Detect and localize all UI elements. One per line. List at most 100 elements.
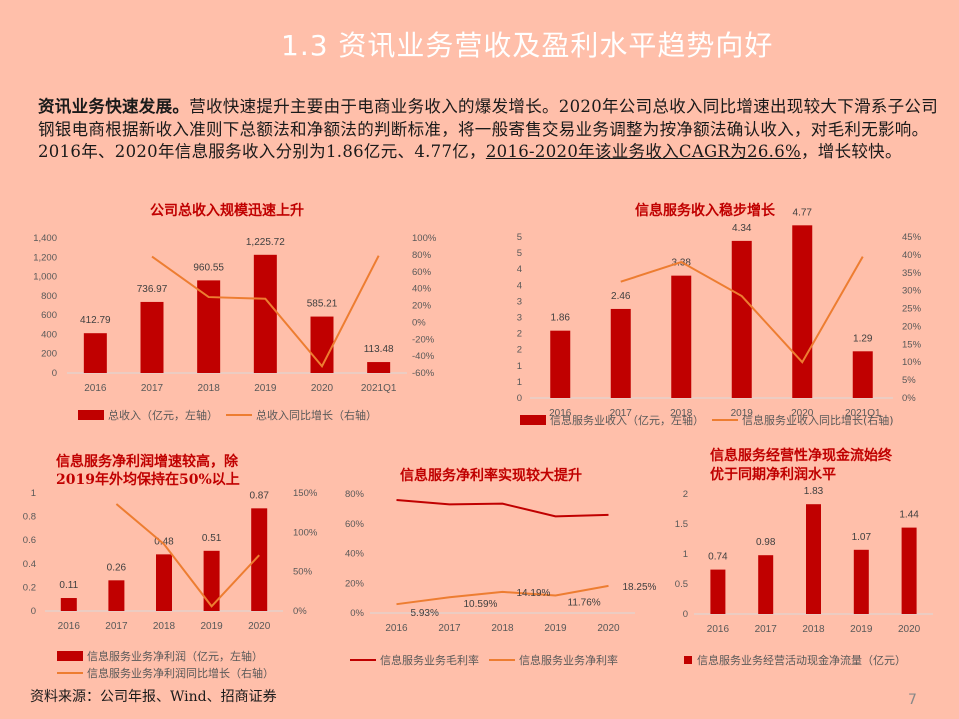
svg-text:1.29: 1.29 [853, 333, 873, 344]
svg-text:5.93%: 5.93% [411, 608, 439, 619]
svg-text:30%: 30% [902, 286, 922, 297]
legend-label: 总收入（亿元，左轴） [108, 409, 218, 422]
title-line: 2019年外均保持在50%以上 [56, 472, 240, 488]
chart5-legend: 信息服务业务经营活动现金净流量（亿元） [684, 652, 906, 668]
svg-text:113.48: 113.48 [364, 344, 394, 355]
svg-text:3: 3 [517, 313, 522, 324]
svg-text:2017: 2017 [610, 408, 633, 419]
svg-text:2020: 2020 [311, 383, 334, 394]
bar [550, 330, 571, 398]
svg-text:1,200: 1,200 [33, 252, 57, 263]
svg-text:0.6: 0.6 [23, 535, 36, 546]
svg-text:0: 0 [31, 606, 36, 617]
svg-text:10.59%: 10.59% [464, 599, 498, 610]
svg-text:0.26: 0.26 [107, 562, 127, 573]
svg-text:100%: 100% [293, 527, 318, 538]
svg-text:0.51: 0.51 [202, 533, 222, 544]
svg-text:2017: 2017 [438, 623, 461, 634]
svg-text:2018: 2018 [491, 623, 514, 634]
bar [367, 362, 391, 373]
svg-text:0.5: 0.5 [675, 579, 688, 590]
line-series [151, 255, 380, 369]
chart2-title: 信息服务收入稳步增长 [635, 203, 775, 219]
chart1-legend: 总收入（亿元，左轴） 总收入同比增长（右轴） [78, 407, 377, 423]
svg-text:2018: 2018 [198, 383, 221, 394]
chart3-title: 信息服务净利润增速较高，除 2019年外均保持在50%以上 [56, 453, 240, 489]
page-number: 7 [908, 692, 917, 708]
svg-text:2016: 2016 [58, 621, 81, 632]
svg-text:2016: 2016 [707, 624, 730, 635]
legend-bar-swatch [520, 415, 546, 425]
bar [197, 280, 221, 373]
svg-text:2017: 2017 [141, 383, 164, 394]
svg-text:2021Q1: 2021Q1 [845, 408, 881, 419]
svg-text:40%: 40% [412, 284, 432, 295]
bar [852, 351, 873, 398]
legend-bar-swatch [57, 651, 83, 661]
line-series [620, 256, 864, 364]
chart5-title: 信息服务经营性净现金流始终 优于同期净利润水平 [710, 447, 892, 485]
svg-text:50%: 50% [293, 567, 313, 578]
bar [156, 554, 172, 611]
svg-text:1.83: 1.83 [804, 486, 824, 497]
svg-text:0.4: 0.4 [23, 559, 36, 570]
svg-text:2: 2 [517, 345, 522, 356]
svg-text:80%: 80% [345, 489, 365, 500]
source-note: 资料来源：公司年报、Wind、招商证券 [30, 689, 277, 705]
svg-text:1: 1 [31, 488, 36, 499]
chart4-title: 信息服务净利率实现较大提升 [400, 468, 582, 484]
legend-line-swatch [350, 659, 376, 661]
slide-title: 1.3 资讯业务营收及盈利水平趋势向好 [281, 29, 774, 62]
title-line: 信息服务经营性净现金流始终 [710, 448, 892, 464]
svg-text:1.07: 1.07 [852, 532, 872, 543]
svg-text:-60%: -60% [412, 368, 435, 379]
legend-label: 总收入同比增长（右轴） [256, 409, 377, 422]
svg-text:736.97: 736.97 [137, 284, 168, 295]
svg-text:2016: 2016 [385, 623, 408, 634]
svg-text:2019: 2019 [200, 621, 223, 632]
svg-text:2019: 2019 [731, 408, 754, 419]
svg-text:1: 1 [517, 377, 522, 388]
legend-label: 信息服务业务经营活动现金净流量（亿元） [697, 654, 906, 667]
legend-line-swatch [226, 414, 252, 416]
svg-text:600: 600 [41, 310, 57, 321]
svg-text:40%: 40% [345, 549, 365, 560]
svg-text:400: 400 [41, 329, 57, 340]
svg-text:25%: 25% [902, 304, 922, 315]
svg-text:20%: 20% [345, 578, 365, 589]
legend-label: 信息服务业务净利润同比增长（右轴） [87, 667, 274, 680]
body-text-end: ，增长较快。 [800, 142, 902, 161]
svg-text:3: 3 [517, 296, 522, 307]
legend-bar-swatch [684, 656, 692, 664]
svg-text:2: 2 [683, 489, 688, 500]
svg-text:4.34: 4.34 [732, 223, 752, 234]
svg-text:2.46: 2.46 [611, 291, 631, 302]
bar [253, 254, 277, 373]
bar [60, 598, 77, 611]
svg-text:1: 1 [683, 549, 688, 560]
svg-text:0.48: 0.48 [154, 536, 174, 547]
bar [731, 240, 752, 398]
svg-text:5%: 5% [902, 375, 916, 386]
svg-text:45%: 45% [902, 232, 922, 243]
svg-text:5: 5 [517, 232, 522, 243]
legend-line-swatch [712, 419, 738, 421]
bar [901, 527, 917, 614]
bar [806, 504, 821, 614]
svg-text:0.11: 0.11 [59, 580, 78, 591]
svg-text:0.74: 0.74 [708, 552, 728, 563]
bar [203, 550, 220, 611]
svg-text:2019: 2019 [850, 624, 873, 635]
svg-text:0: 0 [517, 393, 522, 404]
svg-text:2016: 2016 [84, 383, 107, 394]
svg-text:2020: 2020 [898, 624, 921, 635]
svg-text:60%: 60% [345, 519, 365, 530]
svg-text:20%: 20% [412, 301, 432, 312]
summary-paragraph: 资讯业务快速发展。营收快速提升主要由于电商业务收入的爆发增长。2020年公司总收… [38, 96, 938, 164]
svg-text:0.8: 0.8 [23, 512, 36, 523]
legend-line-swatch [489, 659, 515, 661]
svg-text:1,000: 1,000 [33, 272, 57, 283]
lead-text: 资讯业务快速发展。 [38, 97, 190, 116]
svg-text:200: 200 [41, 349, 57, 360]
